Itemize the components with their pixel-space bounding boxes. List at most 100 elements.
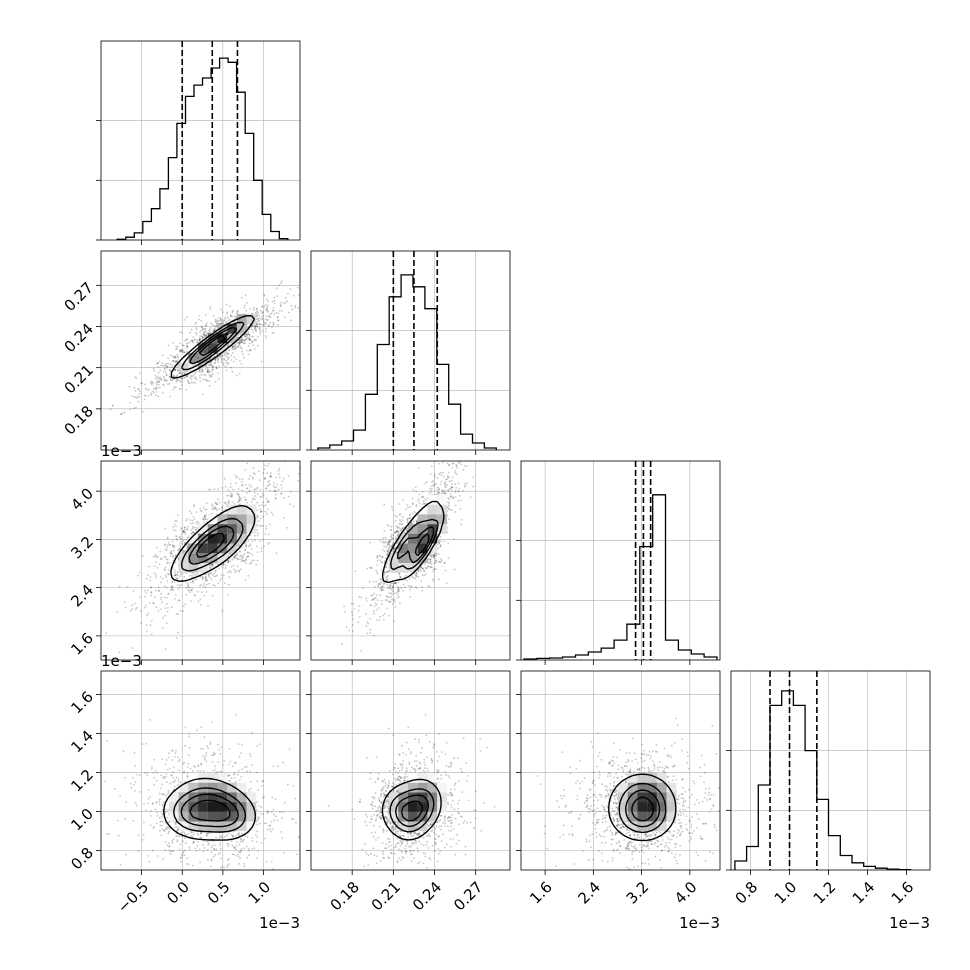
- sample-point: [160, 596, 163, 599]
- sample-point: [448, 480, 451, 483]
- sample-point: [166, 365, 169, 368]
- sample-point: [177, 599, 180, 602]
- sample-point: [274, 489, 277, 492]
- sample-point: [401, 515, 404, 518]
- sample-point: [460, 519, 463, 521]
- sample-point: [199, 377, 202, 379]
- sample-point: [120, 413, 123, 416]
- sample-point: [233, 356, 236, 359]
- sample-point: [428, 558, 430, 561]
- sample-point: [373, 610, 375, 613]
- sample-point: [457, 462, 460, 464]
- sample-point: [426, 481, 428, 483]
- sample-point: [239, 341, 242, 344]
- sample-point: [238, 570, 241, 573]
- sample-point: [421, 491, 424, 493]
- sample-point: [150, 619, 153, 622]
- sample-point: [242, 556, 245, 558]
- sample-point: [156, 362, 159, 365]
- sample-point: [260, 504, 263, 506]
- sample-point: [396, 591, 398, 594]
- sample-point: [134, 389, 137, 392]
- sample-point: [204, 518, 207, 520]
- sample-point: [252, 308, 255, 311]
- sample-point: [202, 393, 204, 396]
- sample-point: [280, 493, 282, 495]
- sample-point: [178, 372, 181, 375]
- sample-point: [256, 310, 258, 313]
- sample-point: [373, 592, 375, 595]
- density-cell: [217, 333, 228, 344]
- sample-point: [282, 516, 285, 519]
- sample-point: [447, 471, 450, 474]
- sample-point: [448, 463, 450, 466]
- sample-point: [203, 594, 206, 597]
- sample-point: [257, 317, 260, 320]
- sample-point: [254, 325, 257, 328]
- sample-point: [261, 311, 264, 314]
- sample-point: [459, 494, 461, 497]
- sample-point: [207, 572, 210, 575]
- sample-point: [131, 395, 133, 397]
- sample-point: [395, 530, 398, 533]
- sample-point: [258, 454, 260, 456]
- sample-point: [283, 496, 286, 499]
- sample-point: [434, 554, 437, 557]
- sample-point: [250, 561, 253, 563]
- sample-point: [244, 333, 246, 336]
- sample-point: [180, 350, 183, 353]
- sample-point: [260, 496, 263, 498]
- sample-point: [179, 546, 182, 549]
- sample-point: [205, 331, 207, 333]
- sample-point: [392, 584, 395, 587]
- sample-point: [166, 365, 169, 368]
- sample-point: [222, 563, 225, 565]
- sample-point: [249, 474, 251, 477]
- sample-point: [224, 316, 227, 319]
- sample-point: [383, 582, 386, 585]
- sample-point: [176, 353, 179, 356]
- sample-point: [216, 319, 219, 322]
- sample-point: [226, 312, 228, 315]
- sample-point: [191, 339, 193, 342]
- sample-point: [171, 355, 174, 357]
- sample-point: [218, 355, 221, 358]
- sample-point: [105, 632, 108, 635]
- sample-point: [182, 549, 185, 552]
- sample-point: [208, 488, 210, 491]
- sample-point: [209, 327, 212, 329]
- sample-point: [388, 546, 391, 549]
- sample-point: [200, 329, 203, 332]
- density-cell: [227, 504, 237, 515]
- sample-point: [394, 582, 397, 584]
- sample-point: [238, 495, 241, 498]
- sample-point: [385, 595, 388, 598]
- sample-point: [422, 567, 425, 570]
- sample-point: [292, 294, 295, 297]
- sample-point: [179, 545, 182, 547]
- sample-point: [211, 508, 214, 511]
- sample-point: [226, 311, 229, 314]
- sample-point: [174, 561, 177, 564]
- sample-point: [149, 579, 151, 582]
- sample-point: [385, 540, 387, 543]
- sample-point: [262, 538, 264, 541]
- sample-point: [432, 570, 435, 573]
- sample-point: [168, 375, 171, 378]
- sample-point: [245, 559, 248, 561]
- sample-point: [248, 335, 251, 337]
- sample-point: [158, 381, 160, 383]
- sample-point: [213, 572, 216, 575]
- sample-point: [237, 488, 240, 490]
- sample-point: [181, 344, 184, 347]
- sample-point: [275, 312, 278, 314]
- sample-point: [169, 366, 171, 369]
- sample-point: [215, 503, 218, 505]
- sample-point: [167, 573, 170, 576]
- sample-point: [177, 379, 180, 382]
- sample-point: [275, 552, 278, 555]
- sample-point: [443, 491, 446, 494]
- sample-point: [444, 569, 447, 572]
- sample-point: [236, 475, 239, 478]
- sample-point: [466, 465, 468, 468]
